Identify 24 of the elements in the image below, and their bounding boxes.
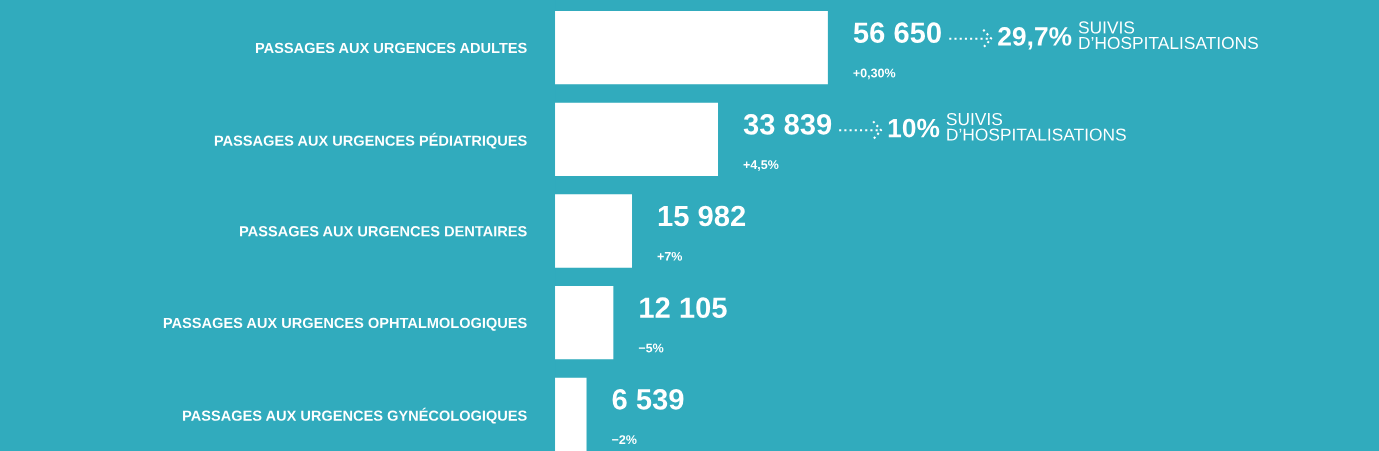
- data-label: 56 650: [853, 22, 941, 43]
- bar: [555, 377, 587, 451]
- annotation: +4,5%: [743, 160, 779, 171]
- data-label: 15 982: [658, 205, 746, 227]
- text: SUIVIS D’HOSPITALISATIONS: [946, 112, 1126, 141]
- y-tick-label: PASSAGES AUX URGENCES PÉDIATRIQUES: [214, 132, 527, 149]
- text: 29,7%: [998, 27, 1072, 50]
- y-tick-label: PASSAGES AUX URGENCES DENTAIRES: [240, 226, 527, 237]
- annotation: +7%: [657, 251, 683, 261]
- bar: [555, 102, 719, 176]
- annotation: +0,30%: [853, 68, 896, 80]
- data-label: 12 105: [640, 297, 727, 318]
- annotation: −2%: [612, 435, 637, 445]
- data-label: 33 839: [743, 114, 832, 135]
- bar: [555, 194, 633, 268]
- y-tick-label: PASSAGES AUX URGENCES OPHTALMOLOGIQUES: [163, 317, 527, 331]
- bar: [555, 286, 614, 360]
- annotation: −5%: [638, 343, 664, 353]
- y-tick-label: PASSAGES AUX URGENCES ADULTES: [255, 42, 527, 54]
- y-tick-label: PASSAGES AUX URGENCES GYNÉCOLOGIQUES: [183, 407, 527, 424]
- text: 10%: [888, 118, 940, 138]
- bar: [555, 11, 828, 85]
- text: SUIVIS D’HOSPITALISATIONS: [1078, 21, 1258, 50]
- data-label: 6 539: [612, 389, 684, 410]
